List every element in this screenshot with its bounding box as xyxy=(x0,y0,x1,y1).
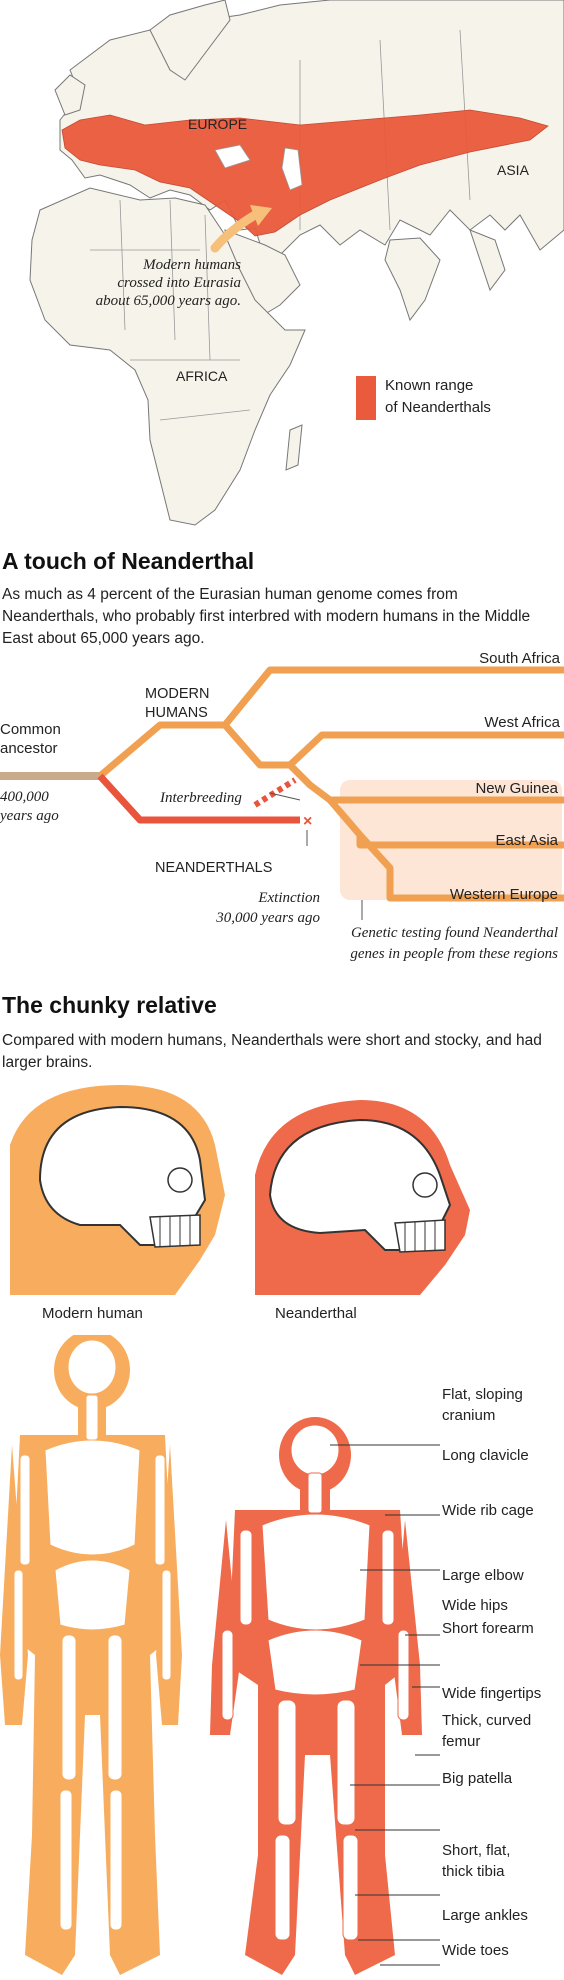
modern-skull xyxy=(38,1105,207,1246)
annotation-line-1: Modern humans xyxy=(143,257,241,273)
migration-annotation: Modern humans crossed into Eurasia about… xyxy=(65,256,241,310)
map-graphic xyxy=(0,0,564,535)
region-south-africa: South Africa xyxy=(479,650,560,667)
neanderthal-skeleton xyxy=(221,1424,410,1941)
modern-skeleton xyxy=(13,1339,172,1931)
legend-swatch xyxy=(356,376,376,420)
europe-label: EUROPE xyxy=(188,116,248,132)
caption-modern-human: Modern human xyxy=(42,1305,143,1322)
extinction-label: Extinction 30,000 years ago xyxy=(216,890,320,926)
callout-fingertips: Wide fingertips xyxy=(442,1685,542,1702)
legend-line-2: of Neanderthals xyxy=(385,399,491,416)
skull-comparison xyxy=(10,1085,470,1295)
region-east-asia: East Asia xyxy=(495,832,558,849)
callout-femur: Thick, curved femur xyxy=(442,1712,532,1750)
genetic-note: Genetic testing found Neanderthal genes … xyxy=(350,925,558,962)
callout-elbow: Large elbow xyxy=(442,1567,524,1584)
callout-patella: Big patella xyxy=(442,1770,513,1787)
legend-label: Known range of Neanderthals xyxy=(385,375,491,419)
annotation-line-3: about 65,000 years ago. xyxy=(95,293,241,309)
callout-ankles: Large ankles xyxy=(442,1907,528,1924)
callout-clavicle: Long clavicle xyxy=(442,1447,529,1464)
chunky-intro: Compared with modern humans, Neanderthal… xyxy=(2,1032,542,1071)
neanderthal-branch xyxy=(97,773,300,824)
modern-humans-label: MODERN HUMANS xyxy=(145,686,210,721)
callout-toes: Wide toes xyxy=(442,1942,509,1959)
caption-neanderthal: Neanderthal xyxy=(275,1305,357,1322)
touch-intro: As much as 4 percent of the Eurasian hum… xyxy=(2,586,531,647)
region-western-europe: Western Europe xyxy=(449,886,558,903)
neanderthals-label: NEANDERTHALS xyxy=(155,860,273,876)
skeleton-comparison xyxy=(0,1335,440,1975)
callout-forearm: Short forearm xyxy=(442,1620,534,1637)
asia-label: ASIA xyxy=(497,162,529,178)
callout-hips: Wide hips xyxy=(442,1597,508,1614)
migration-arrow xyxy=(210,210,260,253)
touch-title: A touch of Neanderthal xyxy=(2,548,255,574)
neanderthal-range-map: EUROPE ASIA AFRICA Modern humans crossed… xyxy=(0,0,564,535)
modern-branch xyxy=(97,666,564,902)
africa-label: AFRICA xyxy=(176,368,228,384)
chunky-title: The chunky relative xyxy=(2,992,217,1018)
annotation-line-2: crossed into Eurasia xyxy=(117,275,241,291)
callout-cranium: Flat, sloping cranium xyxy=(442,1386,523,1424)
legend-line-1: Known range xyxy=(385,377,474,394)
extinction-x-icon: × xyxy=(303,813,312,830)
callout-rib-cage: Wide rib cage xyxy=(442,1502,534,1519)
region-new-guinea: New Guinea xyxy=(475,780,558,797)
callout-lines xyxy=(330,1444,440,1966)
family-tree: × xyxy=(0,666,564,920)
neanderthal-range xyxy=(61,109,549,237)
common-ancestor-label: Common ancestor xyxy=(0,721,61,757)
ancestor-time-label: 400,000 years ago xyxy=(0,789,59,824)
neanderthal-skull xyxy=(268,1118,452,1251)
interbreeding-link xyxy=(253,777,297,808)
callout-tibia: Short, flat, thick tibia xyxy=(442,1842,511,1880)
region-west-africa: West Africa xyxy=(484,714,560,731)
interbreeding-label: Interbreeding xyxy=(160,790,242,806)
regions-highlight xyxy=(340,780,562,900)
